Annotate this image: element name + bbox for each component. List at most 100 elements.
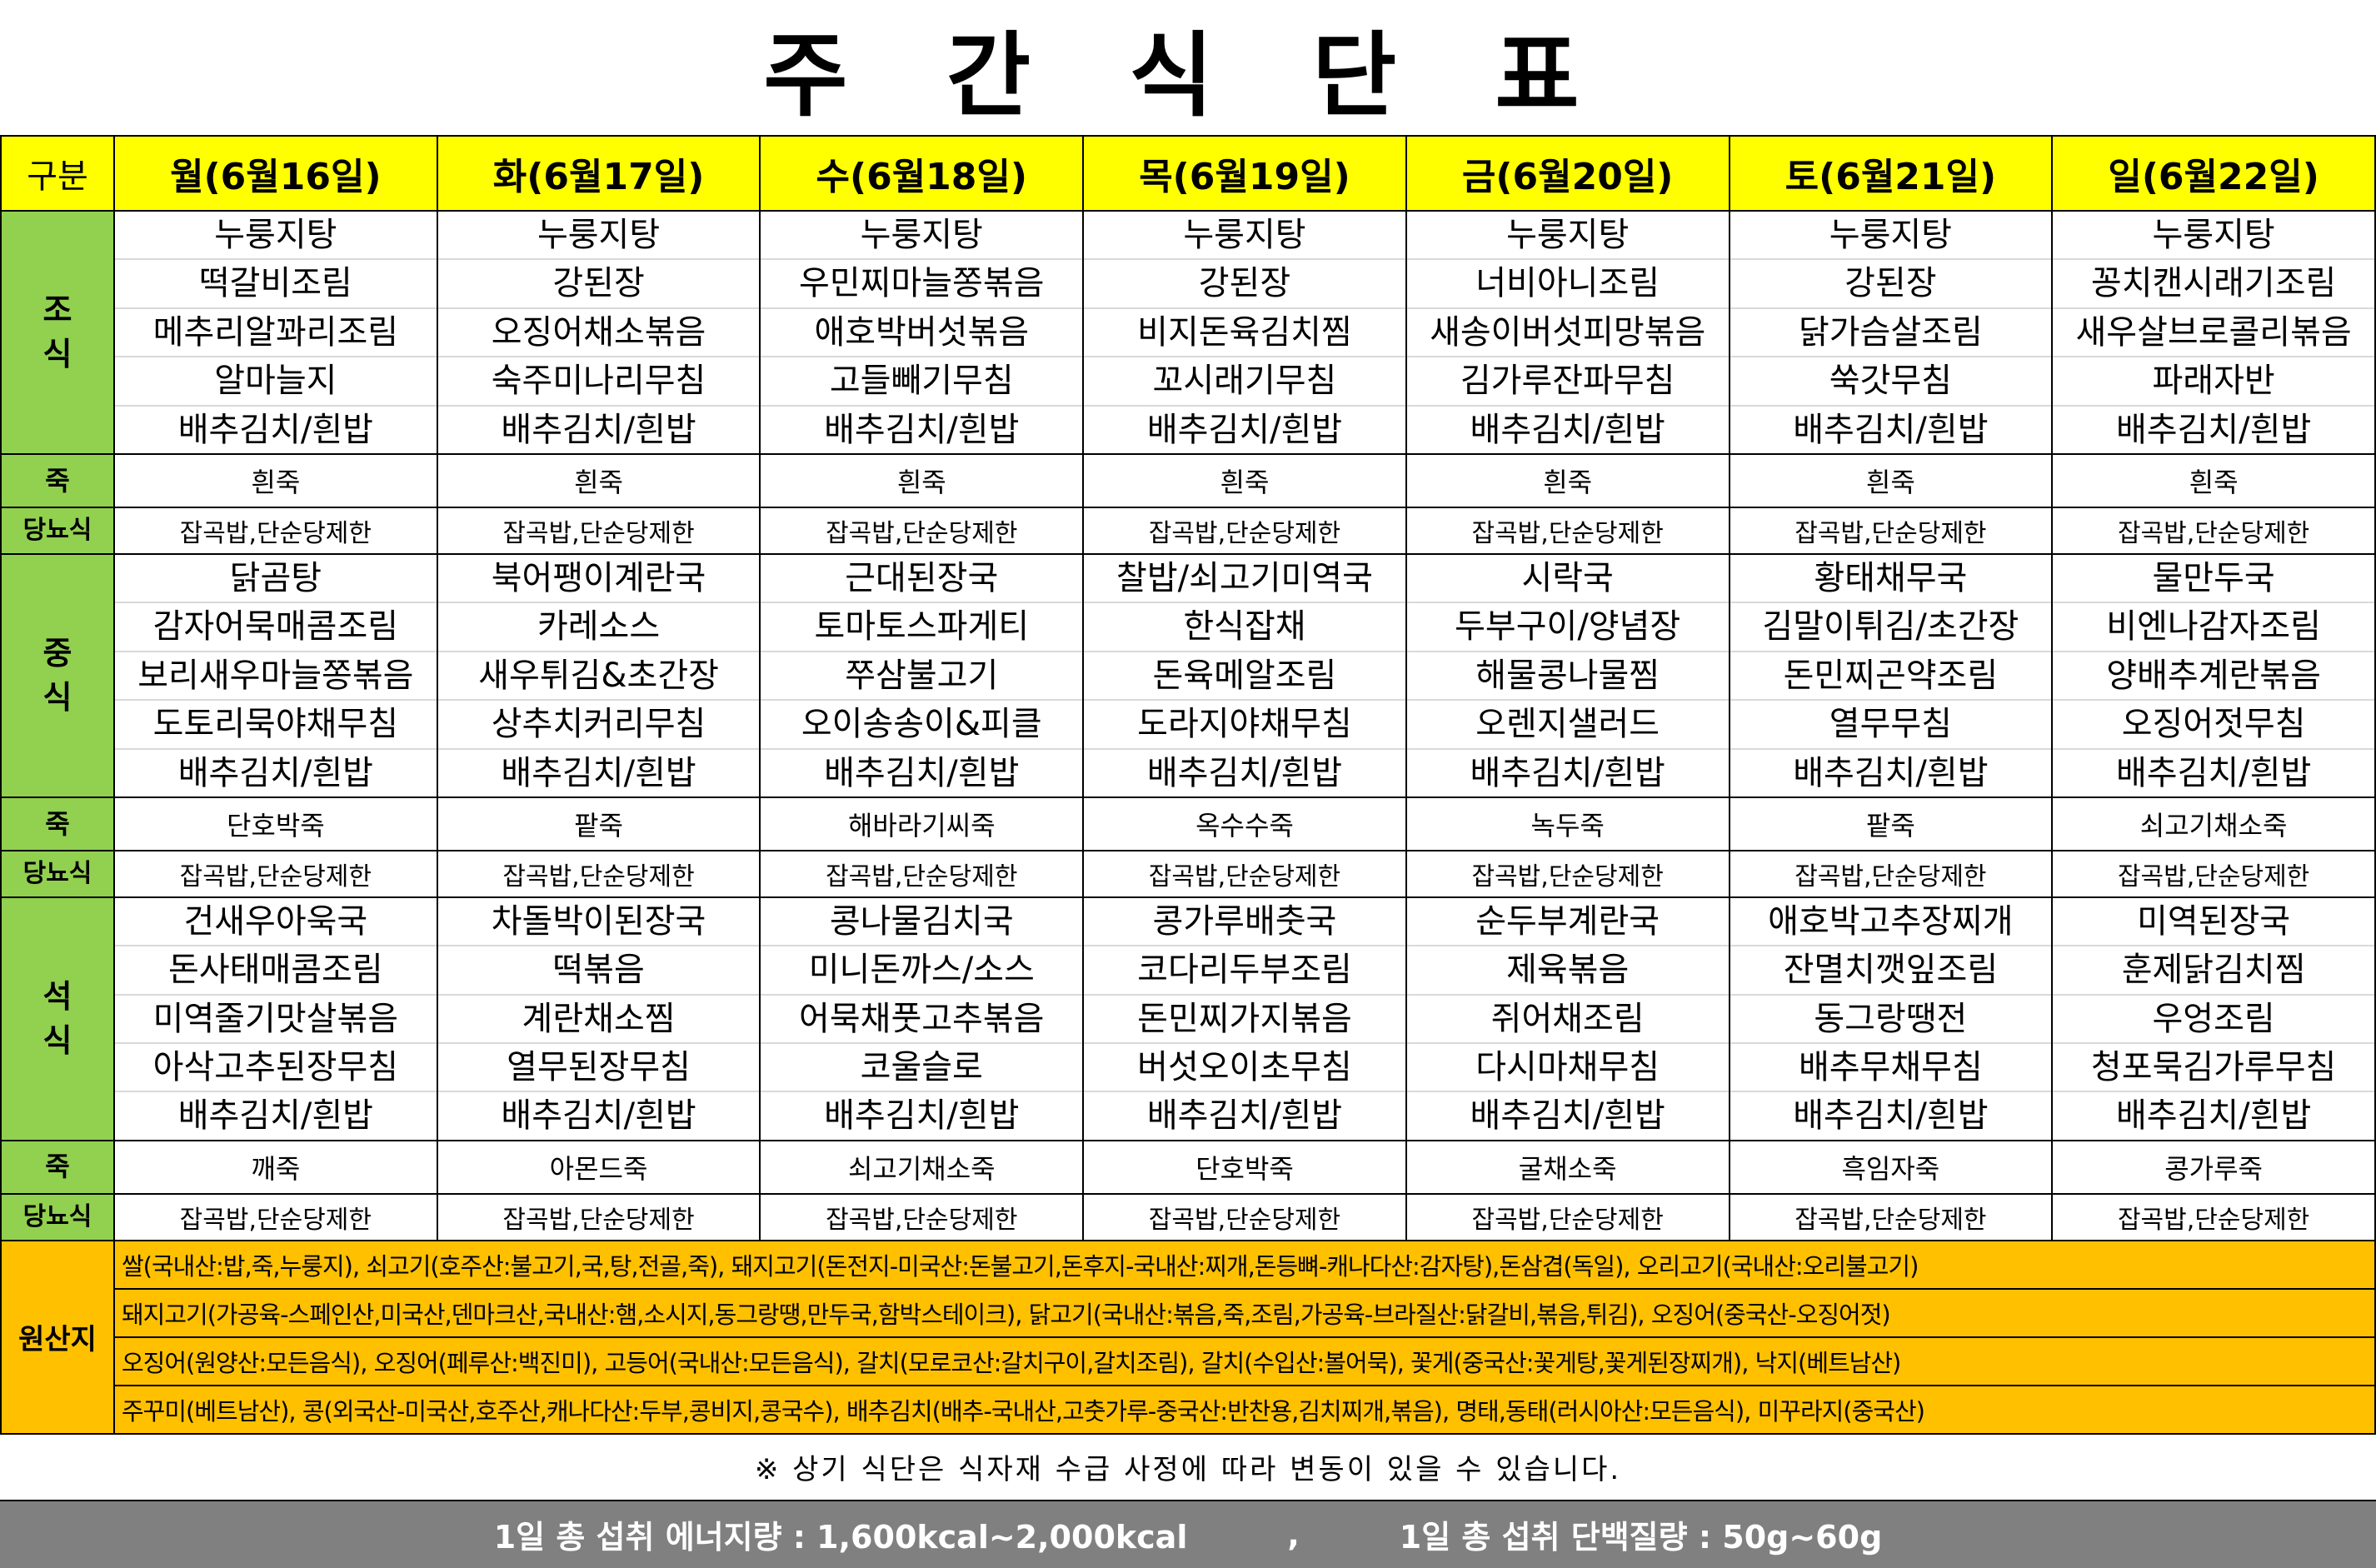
menu-cell: 황태채무국 김말이튀김/초간장 돈민찌곤약조림 열무무침 배추김치/흰밥 [1728,552,2054,798]
menu-item: 오징어젓무침 [2054,701,2374,750]
porridge-row: 죽 단호박죽 팥죽 해바라기씨죽 옥수수죽 녹두죽 팥죽 쇠고기채소죽 [0,796,2376,851]
menu-item: 코울슬로 [761,1044,1082,1093]
origin-text: 주꾸미(베트남산), 콩(외국산-미국산,호주산,캐나다산:두부,콩비지,콩국수… [113,1384,2376,1435]
menu-cell: 콩나물김치국 미니돈까스/소스 어묵채풋고추볶음 코울슬로 배추김치/흰밥 [759,896,1085,1141]
menu-item: 닭곰탕 [115,556,436,604]
diabetic-cell: 잡곡밥,단순당제한 [1405,849,1730,898]
menu-item: 비지돈육김치찜 [1085,309,1405,358]
menu-item: 배추김치/흰밥 [1470,753,1665,792]
menu-item: 떡갈비조림 [115,260,436,309]
menu-item: 훈제닭김치찜 [2054,946,2374,996]
menu-item: 두부구이/양념장 [1407,603,1728,652]
menu-item: 꽁치캔시래기조림 [2054,260,2374,309]
diabetic-cell: 잡곡밥,단순당제한 [1082,849,1407,898]
diabetic-label: 당뇨식 [0,506,115,555]
menu-item: 배추김치/흰밥 [1470,410,1665,449]
menu-cell: 북어팽이계란국 카레소스 새우튀김&초간장 상추치커리무침 배추김치/흰밥 [436,552,761,798]
porridge-cell: 흰죽 [113,452,438,508]
menu-table: 구분 월(6월16일) 화(6월17일) 수(6월18일) 목(6월19일) 금(6월2… [0,135,2376,1435]
menu-item: 찰밥/쇠고기미역국 [1085,556,1405,604]
menu-item: 미역줄기맛살볶음 [115,996,436,1045]
menu-cell: 건새우아욱국 돈사태매콤조림 미역줄기맛살볶음 아삭고추된장무침 배추김치/흰밥 [113,896,438,1141]
menu-item: 제육볶음 [1407,946,1728,996]
menu-item: 누룽지탕 [1407,212,1728,261]
menu-item: 배추김치/흰밥 [2115,1096,2312,1136]
menu-item: 황태채무국 [1730,556,2051,604]
lunch-row: 중 식 닭곰탕 감자어묵매콤조림 보리새우마늘쫑볶음 도토리묵야채무침 배추김치/흰밥 북어… [0,552,2376,798]
menu-item: 미니돈까스/소스 [761,946,1082,996]
breakfast-row: 조 식 누룽지탕 떡갈비조림 메추리알꽈리조림 알마늘지 배추김치/흰밥 누룽지탕 강된장 오징… [0,210,2376,455]
category-header: 구분 [0,135,115,212]
menu-cell: 시락국 두부구이/양념장 해물콩나물찜 오렌지샐러드 배추김치/흰밥 [1405,552,1730,798]
menu-item: 떡볶음 [438,946,759,996]
menu-item: 돈육메알조림 [1085,652,1405,702]
menu-item: 오이송송이&피클 [761,701,1082,750]
diabetic-row: 당뇨식 잡곡밥,단순당제한 잡곡밥,단순당제한 잡곡밥,단순당제한 잡곡밥,단순당제한 잡… [0,1192,2376,1241]
menu-item: 시락국 [1407,556,1728,604]
porridge-cell: 옥수수죽 [1082,796,1407,851]
menu-item: 배추김치/흰밥 [501,1096,696,1136]
menu-item: 배추김치/흰밥 [501,410,696,449]
origin-text: 오징어(원양산:모든음식), 오징어(페루산:백진미), 고등어(국내산:모든음… [113,1336,2376,1386]
porridge-cell: 흰죽 [436,452,761,508]
diabetic-label: 당뇨식 [0,1192,115,1241]
menu-item: 쑥갓무침 [1730,357,2051,407]
menu-item: 강된장 [1085,260,1405,309]
diabetic-cell: 잡곡밥,단순당제한 [759,849,1085,898]
menu-item: 도토리묵야채무침 [115,701,436,750]
menu-item: 해물콩나물찜 [1407,652,1728,702]
page-title: 주 간 식 단 표 [763,22,1613,129]
menu-item: 우엉조림 [2054,996,2374,1045]
menu-cell: 닭곰탕 감자어묵매콤조림 보리새우마늘쫑볶음 도토리묵야채무침 배추김치/흰밥 [113,552,438,798]
menu-item: 동그랑땡전 [1730,996,2051,1045]
menu-item: 배추김치/흰밥 [177,753,373,792]
menu-item: 메추리알꽈리조림 [115,309,436,358]
porridge-cell: 흑임자죽 [1728,1139,2054,1195]
origin-text: 쌀(국내산:밥,죽,누룽지), 쇠고기(호주산:불고기,국,탕,전골,죽), 돼… [113,1239,2376,1290]
menu-item: 너비아니조림 [1407,260,1728,309]
menu-cell: 차돌박이된장국 떡볶음 계란채소찜 열무된장무침 배추김치/흰밥 [436,896,761,1141]
menu-item: 돈사태매콤조림 [115,946,436,996]
day-header: 토(6월21일) [1728,135,2054,212]
menu-item: 누룽지탕 [1085,212,1405,261]
diabetic-row: 당뇨식 잡곡밥,단순당제한 잡곡밥,단순당제한 잡곡밥,단순당제한 잡곡밥,단순당제한 잡… [0,506,2376,555]
porridge-label: 죽 [0,1139,115,1195]
porridge-cell: 아몬드죽 [436,1139,761,1195]
menu-item: 한식잡채 [1085,603,1405,652]
menu-item: 새송이버섯피망볶음 [1407,309,1728,358]
porridge-cell: 흰죽 [1082,452,1407,508]
dinner-label: 석 식 [0,896,115,1141]
porridge-cell: 흰죽 [1405,452,1730,508]
origin-row: 주꾸미(베트남산), 콩(외국산-미국산,호주산,캐나다산:두부,콩비지,콩국수… [1,1384,2376,1435]
diabetic-label: 당뇨식 [0,849,115,898]
energy-intake: 1일 총 섭취 에너지량 : 1,600kcal~2,000kcal [493,1519,1188,1556]
menu-item: 배추김치/흰밥 [1793,753,1989,792]
origin-row: 오징어(원양산:모든음식), 오징어(페루산:백진미), 고등어(국내산:모든음… [1,1336,2376,1386]
menu-item: 배추김치/흰밥 [824,410,1020,449]
day-header: 월(6월16일) [113,135,438,212]
origin-row: 돼지고기(가공육-스페인산,미국산,덴마크산,국내산:햄,소시지,동그랑땡,만두… [1,1287,2376,1338]
diabetic-cell: 잡곡밥,단순당제한 [2051,506,2376,555]
menu-item: 열무된장무침 [438,1044,759,1093]
protein-intake: 1일 총 섭취 단백질량 : 50g~60g [1399,1519,1883,1556]
menu-item: 버섯오이초무침 [1085,1044,1405,1093]
day-header: 금(6월20일) [1405,135,1730,212]
menu-item: 콩가루배춧국 [1085,899,1405,947]
porridge-cell: 콩가루죽 [2051,1139,2376,1195]
diabetic-cell: 잡곡밥,단순당제한 [1405,1192,1730,1241]
breakfast-label: 조 식 [0,210,115,455]
origin-row: 원산지 쌀(국내산:밥,죽,누룽지), 쇠고기(호주산:불고기,국,탕,전골,죽)… [0,1239,2376,1435]
nutrition-footer: 1일 총 섭취 에너지량 : 1,600kcal~2,000kcal , 1일 … [0,1501,2376,1568]
diabetic-cell: 잡곡밥,단순당제한 [2051,849,2376,898]
menu-cell: 누룽지탕 우민찌마늘쫑볶음 애호박버섯볶음 고들빼기무침 배추김치/흰밥 [759,210,1085,455]
menu-item: 파래자반 [2054,357,2374,407]
porridge-cell: 해바라기씨죽 [759,796,1085,851]
menu-cell: 미역된장국 훈제닭김치찜 우엉조림 청포묵김가루무침 배추김치/흰밥 [2051,896,2376,1141]
header-row: 구분 월(6월16일) 화(6월17일) 수(6월18일) 목(6월19일) 금(6월2… [0,135,2376,212]
notice-text: ※ 상기 식단은 식자재 수급 사정에 따라 변동이 있을 수 있습니다. [0,1435,2376,1501]
menu-item: 돈민찌가지볶음 [1085,996,1405,1045]
menu-item: 양배추계란볶음 [2054,652,2374,702]
menu-item: 배추김치/흰밥 [824,753,1020,792]
menu-item: 알마늘지 [115,357,436,407]
menu-item: 콩나물김치국 [761,899,1082,947]
